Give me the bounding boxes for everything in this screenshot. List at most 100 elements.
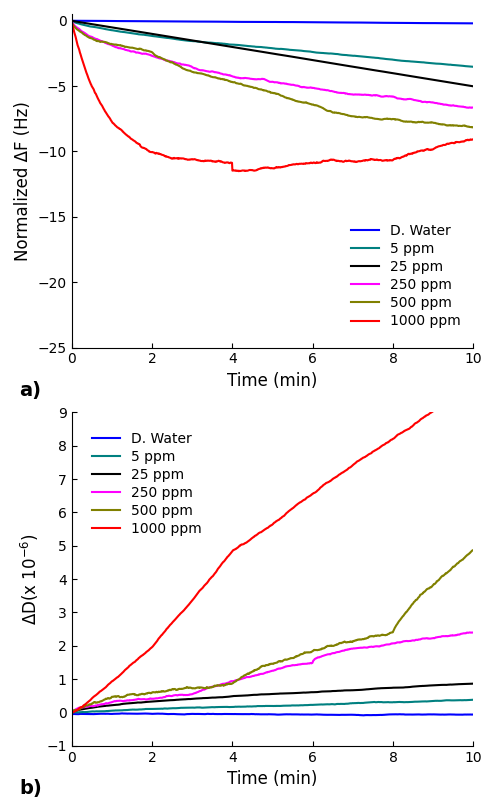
500 ppm bbox=[470, 545, 476, 555]
D. Water bbox=[68, 709, 74, 719]
D. Water bbox=[110, 709, 116, 719]
Line: 25 ppm: 25 ppm bbox=[71, 21, 473, 86]
Y-axis label: $\Delta$D(x 10$^{-6}$): $\Delta$D(x 10$^{-6}$) bbox=[18, 533, 41, 625]
500 ppm bbox=[110, 692, 116, 702]
250 ppm bbox=[389, 92, 395, 101]
250 ppm bbox=[470, 103, 476, 113]
25 ppm bbox=[231, 691, 237, 701]
25 ppm bbox=[382, 67, 388, 76]
25 ppm bbox=[68, 708, 74, 717]
D. Water bbox=[246, 17, 251, 27]
250 ppm bbox=[246, 672, 251, 682]
500 ppm bbox=[344, 638, 350, 647]
1000 ppm bbox=[246, 536, 252, 546]
5 ppm bbox=[389, 55, 395, 64]
250 ppm bbox=[110, 697, 116, 707]
D. Water bbox=[389, 18, 395, 27]
250 ppm bbox=[231, 676, 237, 686]
5 ppm bbox=[110, 706, 116, 716]
5 ppm bbox=[246, 41, 251, 51]
1000 ppm bbox=[69, 708, 75, 717]
500 ppm bbox=[68, 708, 74, 717]
500 ppm bbox=[382, 114, 388, 124]
25 ppm bbox=[470, 81, 476, 91]
500 ppm bbox=[382, 630, 388, 640]
Line: 250 ppm: 250 ppm bbox=[71, 21, 473, 108]
5 ppm bbox=[68, 16, 74, 26]
250 ppm bbox=[382, 640, 388, 650]
500 ppm bbox=[68, 16, 74, 26]
Legend: D. Water, 5 ppm, 25 ppm, 250 ppm, 500 ppm, 1000 ppm: D. Water, 5 ppm, 25 ppm, 250 ppm, 500 pp… bbox=[86, 426, 207, 542]
25 ppm bbox=[110, 700, 116, 710]
D. Water bbox=[382, 18, 388, 27]
250 ppm bbox=[468, 103, 474, 113]
250 ppm bbox=[231, 72, 237, 81]
1000 ppm bbox=[68, 16, 74, 26]
D. Water bbox=[470, 710, 476, 720]
250 ppm bbox=[466, 628, 472, 638]
Line: 5 ppm: 5 ppm bbox=[71, 700, 473, 712]
Line: D. Water: D. Water bbox=[71, 21, 473, 23]
D. Water bbox=[344, 18, 350, 27]
5 ppm bbox=[389, 697, 395, 707]
1000 ppm bbox=[470, 379, 476, 389]
Line: 1000 ppm: 1000 ppm bbox=[71, 384, 473, 712]
25 ppm bbox=[246, 45, 251, 55]
1000 ppm bbox=[231, 166, 237, 175]
500 ppm bbox=[231, 77, 237, 87]
1000 ppm bbox=[389, 435, 395, 444]
D. Water bbox=[232, 709, 238, 719]
Line: D. Water: D. Water bbox=[71, 713, 473, 716]
D. Water bbox=[246, 709, 252, 719]
Legend: D. Water, 5 ppm, 25 ppm, 250 ppm, 500 ppm, 1000 ppm: D. Water, 5 ppm, 25 ppm, 250 ppm, 500 pp… bbox=[346, 218, 466, 334]
250 ppm bbox=[389, 639, 395, 649]
250 ppm bbox=[344, 645, 350, 654]
5 ppm bbox=[246, 702, 251, 712]
500 ppm bbox=[246, 669, 251, 679]
5 ppm bbox=[470, 695, 476, 704]
25 ppm bbox=[231, 43, 237, 52]
1000 ppm bbox=[232, 545, 238, 555]
D. Water bbox=[390, 709, 396, 719]
D. Water bbox=[231, 17, 237, 27]
Line: 500 ppm: 500 ppm bbox=[71, 21, 473, 127]
Line: 25 ppm: 25 ppm bbox=[71, 683, 473, 712]
5 ppm bbox=[470, 62, 476, 72]
5 ppm bbox=[231, 702, 237, 712]
X-axis label: Time (min): Time (min) bbox=[227, 372, 317, 390]
250 ppm bbox=[68, 16, 74, 26]
500 ppm bbox=[344, 110, 350, 120]
Y-axis label: Normalized ΔF (Hz): Normalized ΔF (Hz) bbox=[14, 101, 32, 261]
25 ppm bbox=[344, 61, 350, 71]
500 ppm bbox=[470, 122, 476, 132]
25 ppm bbox=[470, 679, 476, 688]
5 ppm bbox=[382, 54, 388, 64]
500 ppm bbox=[246, 81, 251, 91]
D. Water bbox=[382, 710, 388, 720]
5 ppm bbox=[231, 40, 237, 50]
5 ppm bbox=[110, 26, 116, 35]
Text: b): b) bbox=[19, 779, 42, 798]
1000 ppm bbox=[345, 156, 351, 166]
X-axis label: Time (min): Time (min) bbox=[227, 770, 317, 788]
Line: 5 ppm: 5 ppm bbox=[71, 21, 473, 67]
1000 ppm bbox=[470, 134, 476, 144]
D. Water bbox=[120, 708, 125, 718]
500 ppm bbox=[470, 122, 476, 132]
250 ppm bbox=[470, 628, 476, 638]
D. Water bbox=[68, 16, 74, 26]
1000 ppm bbox=[345, 464, 351, 473]
Text: a): a) bbox=[19, 381, 41, 400]
Line: 1000 ppm: 1000 ppm bbox=[71, 21, 473, 171]
5 ppm bbox=[344, 699, 350, 708]
250 ppm bbox=[68, 708, 74, 717]
Line: 500 ppm: 500 ppm bbox=[71, 550, 473, 712]
25 ppm bbox=[344, 686, 350, 696]
250 ppm bbox=[344, 89, 350, 98]
500 ppm bbox=[389, 628, 395, 638]
250 ppm bbox=[246, 73, 251, 83]
1000 ppm bbox=[246, 166, 252, 175]
1000 ppm bbox=[68, 708, 74, 717]
25 ppm bbox=[68, 16, 74, 26]
25 ppm bbox=[246, 691, 251, 700]
